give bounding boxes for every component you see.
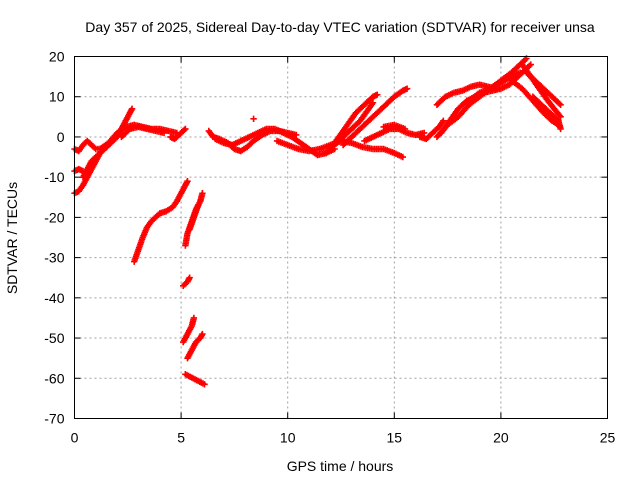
x-tick-label: 25 xyxy=(600,430,616,446)
data-points xyxy=(71,55,564,388)
y-tick-label: -60 xyxy=(44,370,64,386)
grid-lines xyxy=(74,56,608,419)
chart-title: Day 357 of 2025, Sidereal Day-to-day VTE… xyxy=(85,19,595,35)
y-tick-label: -20 xyxy=(44,209,64,225)
plot-frame xyxy=(74,56,608,419)
tick-labels: 0 5 10 15 20 25 20 10 0 -10 -20 -30 -40 -50 -60 -70 xyxy=(44,49,615,446)
y-tick-label: 20 xyxy=(49,49,65,65)
data-series xyxy=(361,125,428,145)
data-series xyxy=(167,125,189,143)
data-series xyxy=(523,69,564,108)
data-point xyxy=(184,177,191,185)
data-series xyxy=(118,123,168,141)
data-point xyxy=(401,125,409,133)
data-point xyxy=(201,381,208,388)
data-point xyxy=(440,117,447,125)
data-series xyxy=(184,330,206,362)
data-point xyxy=(186,274,193,281)
data-point xyxy=(420,129,428,137)
data-point xyxy=(403,85,411,92)
data-series xyxy=(182,371,208,388)
data-series xyxy=(180,274,193,289)
data-point xyxy=(199,330,206,338)
x-tick-label: 15 xyxy=(387,430,403,446)
data-series xyxy=(186,202,202,233)
data-series xyxy=(180,314,198,346)
data-point xyxy=(557,101,564,108)
y-tick-label: -40 xyxy=(44,290,64,306)
data-series xyxy=(529,93,564,133)
y-axis-title: SDTVAR / TECUs xyxy=(4,182,20,294)
data-point xyxy=(527,61,534,68)
x-tick-label: 10 xyxy=(280,430,296,446)
x-tick-label: 20 xyxy=(493,430,509,446)
data-point xyxy=(160,129,168,137)
axis-ticks xyxy=(74,56,608,419)
data-series xyxy=(130,177,191,265)
y-tick-label: -50 xyxy=(44,330,64,346)
data-point xyxy=(374,91,381,98)
data-series xyxy=(339,85,411,149)
data-series xyxy=(465,69,524,104)
x-tick-label: 5 xyxy=(177,430,185,446)
data-point xyxy=(128,105,136,112)
data-point xyxy=(556,100,563,107)
data-point xyxy=(557,125,564,133)
data-series xyxy=(380,121,409,133)
x-axis-title: GPS time / hours xyxy=(287,458,394,474)
data-series xyxy=(416,117,447,143)
data-point xyxy=(369,99,377,106)
data-point xyxy=(516,69,524,76)
x-tick-label: 0 xyxy=(71,430,79,446)
y-tick-label: -10 xyxy=(44,169,64,185)
data-point xyxy=(194,202,202,209)
data-point xyxy=(190,314,198,322)
data-series xyxy=(327,91,381,153)
data-point xyxy=(557,113,564,121)
data-point xyxy=(250,115,257,123)
data-series xyxy=(250,115,257,123)
y-tick-label: -70 xyxy=(44,411,64,427)
y-tick-label: -30 xyxy=(44,250,64,266)
data-point xyxy=(199,190,206,197)
data-point xyxy=(182,125,189,133)
data-series xyxy=(212,125,338,159)
y-tick-label: 10 xyxy=(49,89,65,105)
data-point xyxy=(181,126,188,134)
y-tick-label: 0 xyxy=(57,129,65,145)
data-point xyxy=(399,153,407,161)
